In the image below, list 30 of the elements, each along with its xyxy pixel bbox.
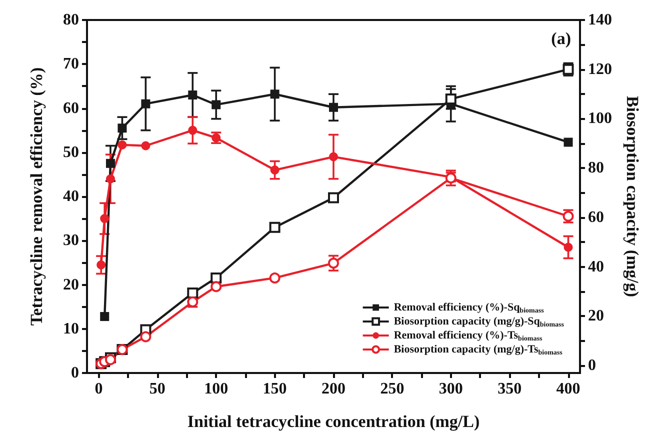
x-tick-label: 300 <box>438 380 463 398</box>
y2-tick-label: 20 <box>588 308 604 325</box>
y-tick-label: 50 <box>63 144 79 161</box>
y-tick-label: 20 <box>63 276 79 294</box>
x-tick-label: 400 <box>556 380 580 398</box>
y2-axis-title: Biosorption capacity (mg/g) <box>623 96 642 298</box>
x-tick-label: 150 <box>262 380 287 398</box>
x-tick-label: 50 <box>149 380 166 398</box>
x-tick-label: 200 <box>322 380 346 398</box>
y-tick-label: 10 <box>63 320 79 338</box>
y-axis-title: Tetracycline removal efficiency (%) <box>27 67 46 326</box>
y-tick-label: 70 <box>63 56 79 73</box>
y2-tick-label: 100 <box>588 110 612 128</box>
y-tick-label: 40 <box>63 188 79 205</box>
y2-tick-label: 120 <box>588 60 612 78</box>
y-tick-label: 0 <box>71 364 79 382</box>
y-tick-label: 60 <box>63 100 79 117</box>
y2-tick-label: 140 <box>588 12 612 28</box>
y-tick-label: 80 <box>63 12 79 28</box>
x-tick-label: 250 <box>380 380 404 398</box>
x-tick-label: 350 <box>498 380 522 398</box>
x-tick-label: 100 <box>204 380 228 398</box>
y-tick-label: 30 <box>63 232 79 250</box>
y2-tick-label: 40 <box>588 258 604 276</box>
annotation: (a) <box>551 29 572 48</box>
y2-tick-label: 0 <box>588 357 596 374</box>
y2-tick-label: 80 <box>588 160 604 177</box>
y2-tick-label: 60 <box>588 208 604 226</box>
x-tick-label: 0 <box>94 380 103 398</box>
x-axis-title: Initial tetracycline concentration (mg/L) <box>187 412 480 431</box>
